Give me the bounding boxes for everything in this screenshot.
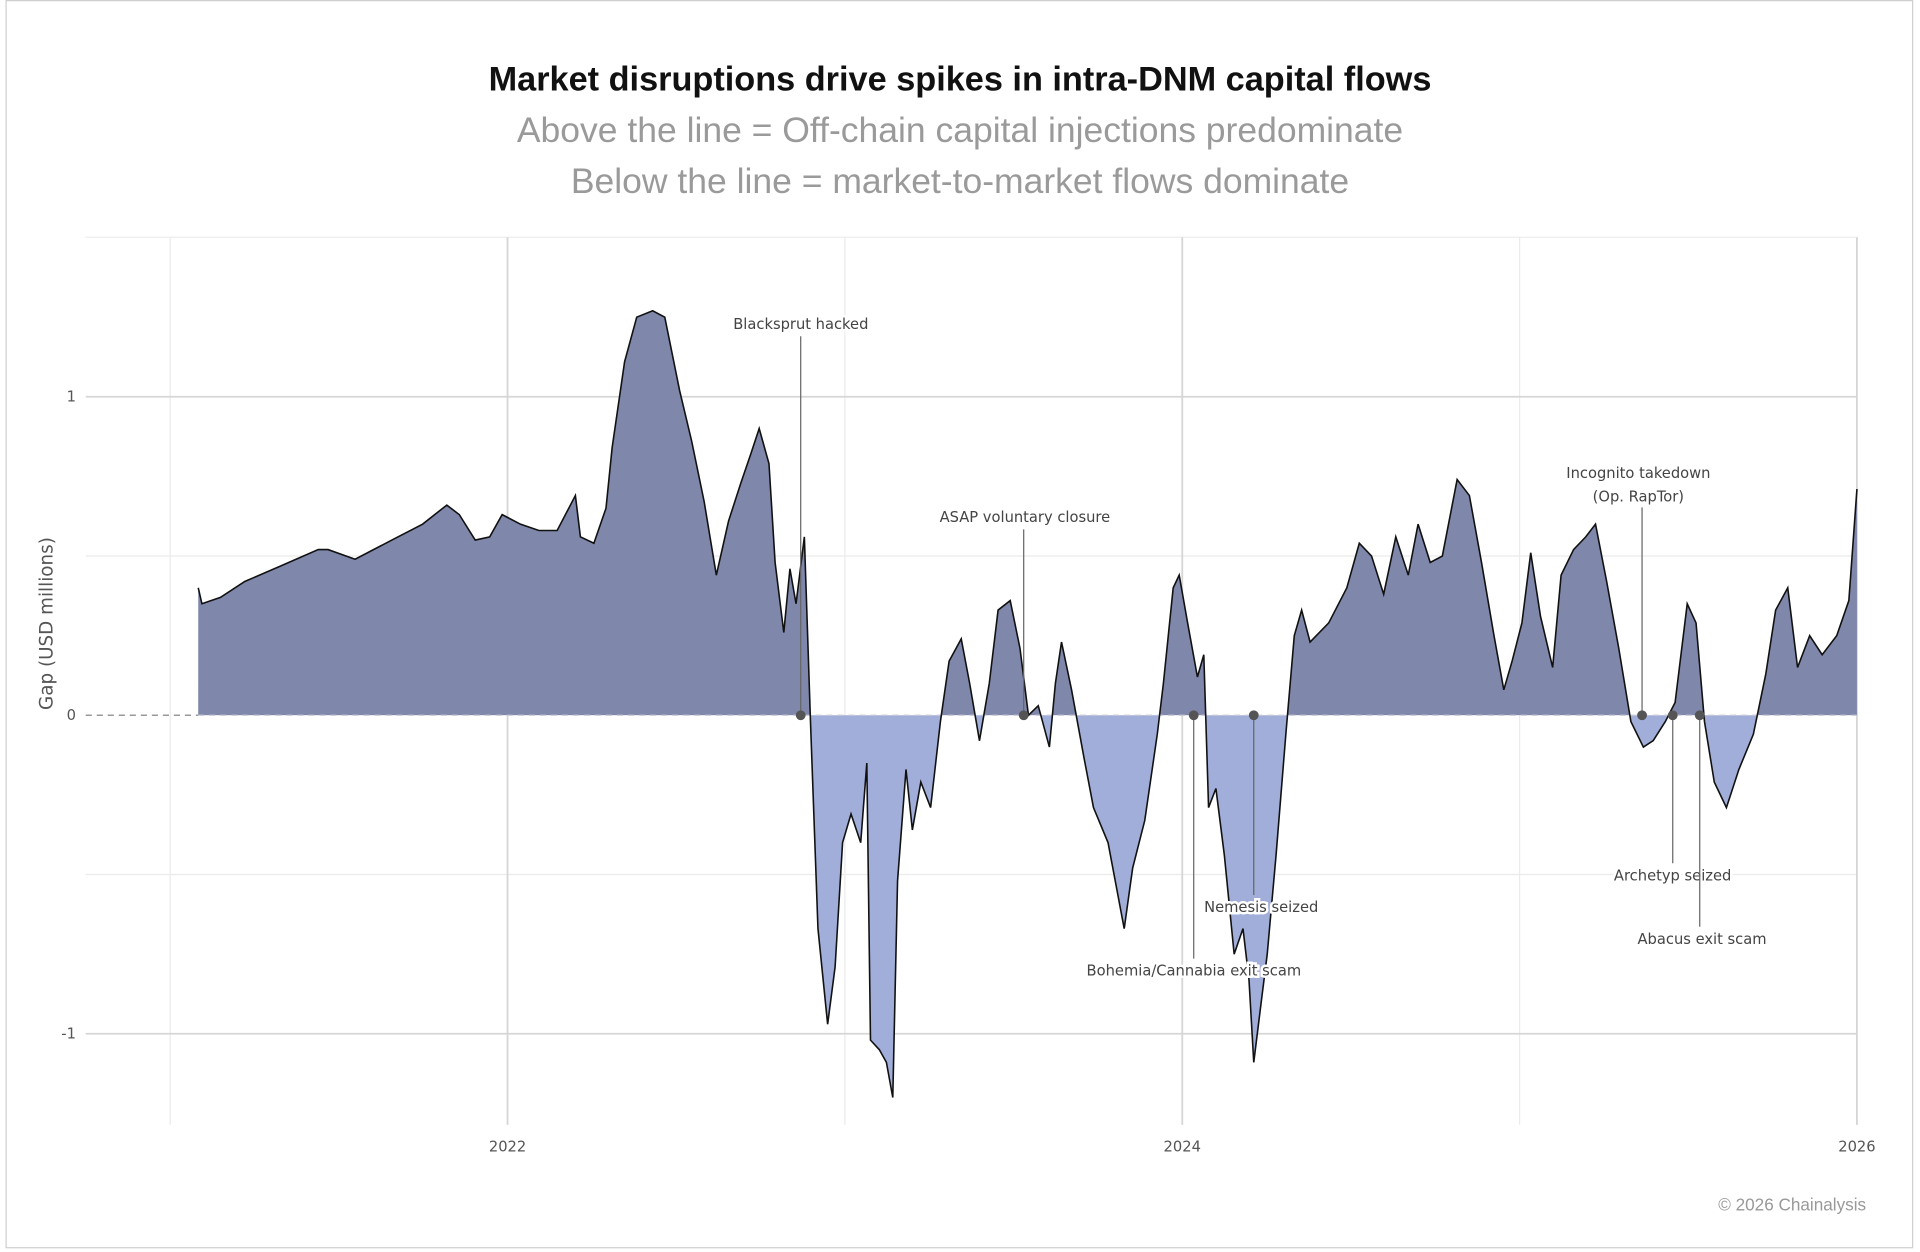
annotation: ASAP voluntary closure xyxy=(937,507,1113,721)
annotation: Bohemia/Cannabia exit scam xyxy=(1084,710,1304,982)
annotation-label: Incognito takedown xyxy=(1566,465,1710,482)
x-tick-label: 2022 xyxy=(489,1139,526,1156)
annotation-label: Abacus exit scam xyxy=(1638,931,1767,948)
annotation-label: Bohemia/Cannabia exit scam xyxy=(1087,963,1302,980)
annotation-dot xyxy=(1637,710,1647,721)
y-tick-label: -1 xyxy=(61,1026,76,1043)
annotation: Incognito takedown (Op. RapTor) xyxy=(1564,463,1713,721)
annotation-label: Archetyp seized xyxy=(1614,867,1731,884)
annotation: Abacus exit scam xyxy=(1635,710,1769,950)
positive-area xyxy=(198,310,1857,716)
annotation: Archetyp seized xyxy=(1611,710,1734,887)
annotations: Blacksprut hacked ASAP voluntary closure B… xyxy=(731,313,1769,982)
annotation-dot xyxy=(1694,710,1705,721)
annotation: Nemesis seized xyxy=(1202,710,1321,919)
copyright: © 2026 Chainalysis xyxy=(1718,1194,1866,1214)
annotation-dot xyxy=(1248,710,1259,721)
annotation-dot xyxy=(1667,710,1678,721)
x-tick-label: 2024 xyxy=(1164,1139,1201,1156)
annotation-dot xyxy=(1018,710,1029,721)
x-tick-label: 2026 xyxy=(1838,1139,1875,1156)
annotation-dot xyxy=(795,710,806,721)
annotation-label: Blacksprut hacked xyxy=(733,316,868,333)
chart-subtitle-1: Above the line = Off-chain capital injec… xyxy=(517,110,1403,150)
y-tick-label: 0 xyxy=(67,707,76,724)
annotation-label: (Op. RapTor) xyxy=(1593,488,1684,505)
annotation-label: Nemesis seized xyxy=(1204,899,1318,916)
y-axis-label: Gap (USD millions) xyxy=(37,537,58,710)
axes: 2022 2024 2026 1 0 -1 xyxy=(61,389,1875,1156)
y-tick-label: 1 xyxy=(67,389,76,406)
annotation: Blacksprut hacked xyxy=(731,313,871,721)
series-line xyxy=(197,309,1858,1098)
annotation-label: ASAP voluntary closure xyxy=(940,509,1111,526)
annotation-dot xyxy=(1188,710,1199,721)
chart-title: Market disruptions drive spikes in intra… xyxy=(489,60,1432,98)
chart-subtitle-2: Below the line = market-to-market flows … xyxy=(571,161,1349,201)
